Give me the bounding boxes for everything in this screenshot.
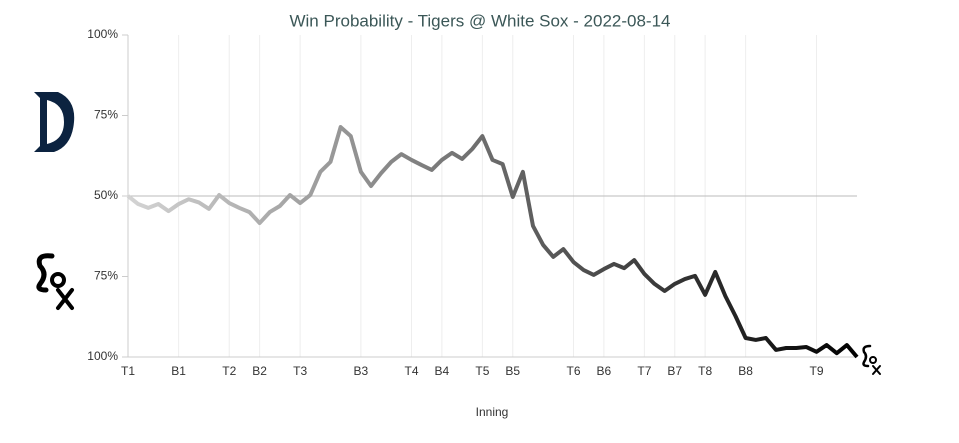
tigers-logo — [34, 92, 75, 152]
x-axis-label: Inning — [476, 405, 509, 419]
x-tick-label: T4 — [404, 364, 418, 378]
x-tick-label: B3 — [354, 364, 369, 378]
x-tick-label: B5 — [505, 364, 520, 378]
x-tick-label: T3 — [293, 364, 307, 378]
y-tick-label: 100% — [87, 349, 118, 363]
x-tick-label: B1 — [171, 364, 186, 378]
x-tick-label: T8 — [698, 364, 712, 378]
chart-title: Win Probability - Tigers @ White Sox - 2… — [289, 11, 670, 30]
white-sox-end-logo — [862, 344, 881, 375]
white-sox-logo — [36, 253, 74, 310]
x-tick-label: T9 — [809, 364, 823, 378]
x-tick-label: T7 — [637, 364, 651, 378]
x-tick-label: T5 — [475, 364, 489, 378]
win-probability-line — [126, 125, 859, 359]
y-tick-label: 75% — [94, 108, 118, 122]
x-tick-label: T1 — [121, 364, 135, 378]
y-tick-label: 100% — [87, 27, 118, 41]
x-tick-label: B4 — [435, 364, 450, 378]
x-tick-label: B2 — [252, 364, 267, 378]
x-tick-label: B7 — [667, 364, 682, 378]
x-tick-label: B8 — [738, 364, 753, 378]
y-tick-label: 75% — [94, 269, 118, 283]
x-tick-label: B6 — [597, 364, 612, 378]
x-tick-label: T2 — [222, 364, 236, 378]
y-tick-label: 50% — [94, 188, 118, 202]
x-tick-label: T6 — [566, 364, 580, 378]
